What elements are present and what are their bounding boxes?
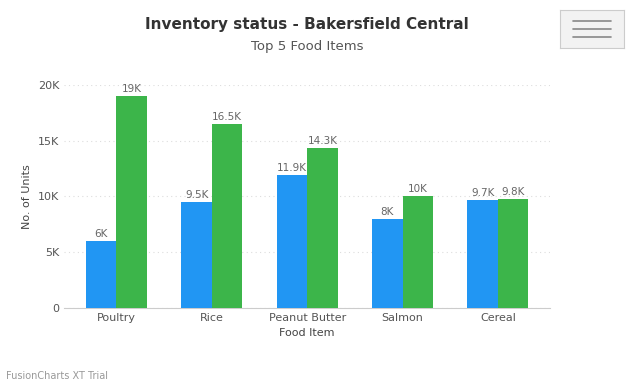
Bar <box>86 241 116 308</box>
X-axis label: Food Item: Food Item <box>280 328 335 338</box>
Text: 9.7K: 9.7K <box>471 188 494 198</box>
Bar <box>116 96 147 308</box>
Text: FusionCharts XT Trial: FusionCharts XT Trial <box>6 371 108 381</box>
Text: 8K: 8K <box>381 207 394 217</box>
Text: Top 5 Food Items: Top 5 Food Items <box>251 40 364 54</box>
Bar <box>307 148 338 308</box>
Text: 10K: 10K <box>408 184 428 194</box>
Bar <box>498 199 529 308</box>
Y-axis label: No. of Units: No. of Units <box>22 164 32 229</box>
Text: Inventory status - Bakersfield Central: Inventory status - Bakersfield Central <box>145 17 469 32</box>
Bar <box>212 124 243 308</box>
Text: 14.3K: 14.3K <box>307 136 337 146</box>
Bar <box>181 202 212 308</box>
Text: 9.5K: 9.5K <box>185 190 208 200</box>
Bar <box>276 175 307 308</box>
Text: 16.5K: 16.5K <box>212 112 242 122</box>
Bar <box>467 200 498 308</box>
Text: 9.8K: 9.8K <box>502 187 525 197</box>
Bar <box>372 219 403 308</box>
Bar <box>403 196 433 308</box>
Text: 11.9K: 11.9K <box>277 163 307 173</box>
Text: 6K: 6K <box>95 229 108 239</box>
Text: 19K: 19K <box>122 84 141 94</box>
